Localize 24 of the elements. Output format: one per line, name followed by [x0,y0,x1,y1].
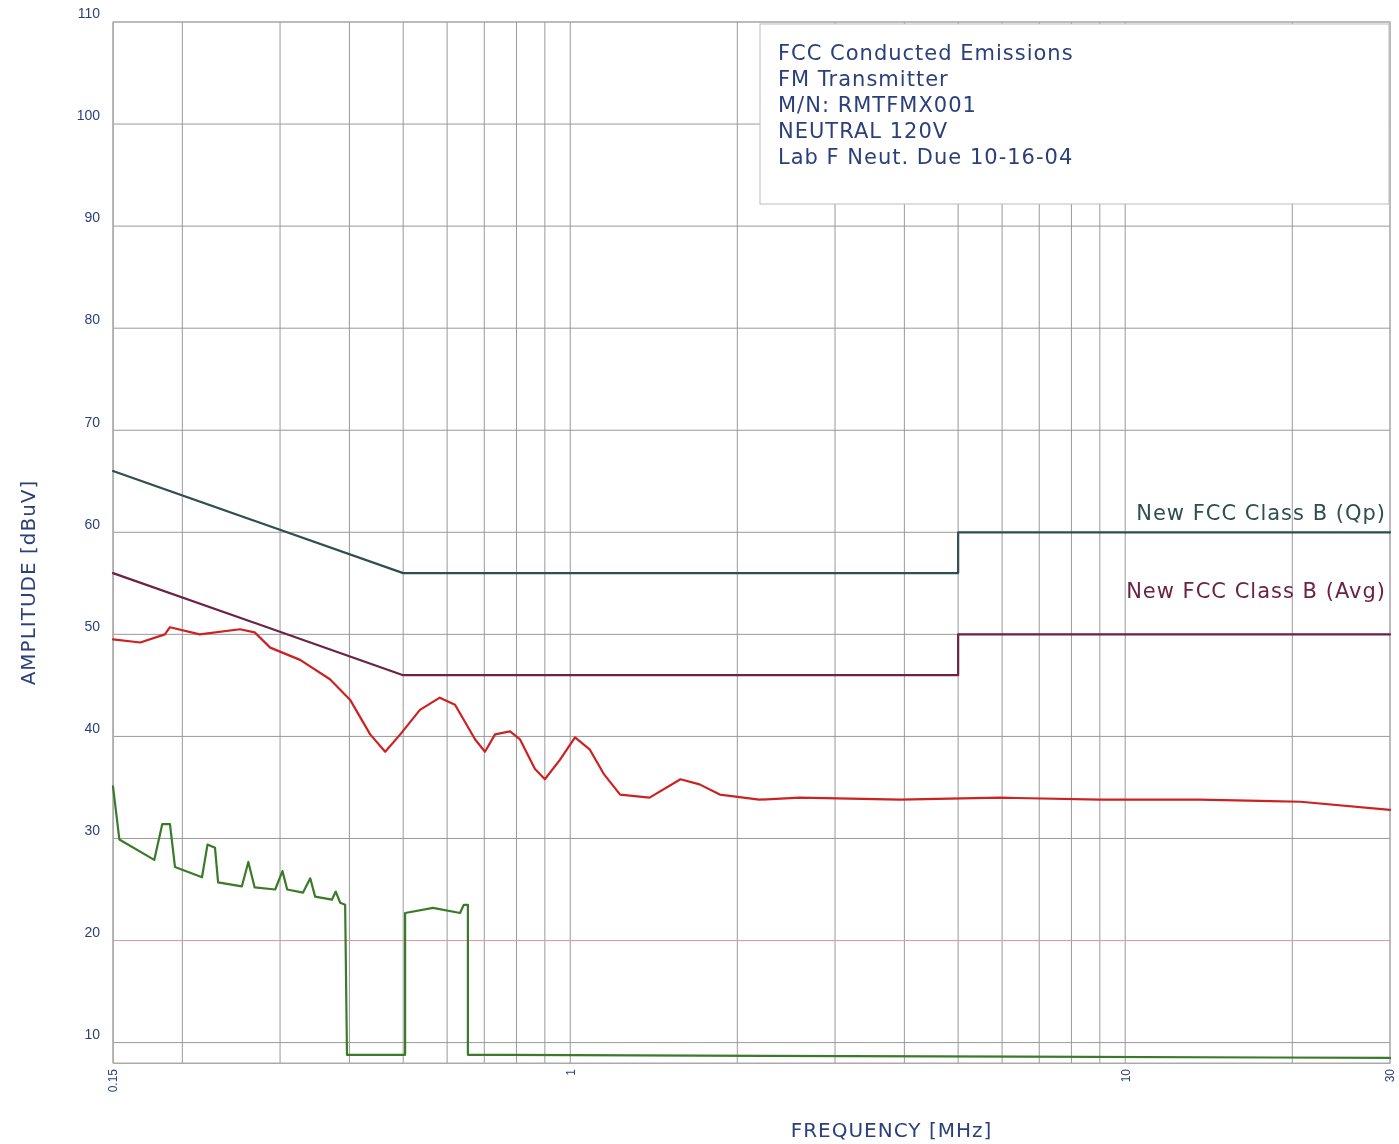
x-tick-label: 30 [1383,1068,1398,1083]
series-label: New FCC Class B (Avg) [1126,579,1386,604]
y-tick-label: 50 [84,617,101,634]
y-tick-label: 40 [84,719,101,736]
x-tick-label: 0.15 [106,1068,121,1093]
annotation: NEUTRAL 120V [778,119,949,143]
annotation: Lab F Neut. Due 10-16-04 [778,145,1074,169]
y-tick-label: 110 [77,5,101,22]
y-tick-label: 10 [84,1025,101,1042]
y-tick-label: 80 [84,311,101,328]
y-tick-label: 90 [84,209,101,226]
y-axis-title: AMPLITUDE [dBuV] [16,479,40,686]
annotation: FM Transmitter [778,67,949,91]
x-tick-label: 1 [563,1068,578,1076]
annotation: FCC Conducted Emissions [778,41,1074,65]
y-tick-label: 70 [84,413,101,430]
series-label: New FCC Class B (Qp) [1136,501,1386,526]
y-tick-label: 20 [84,923,101,940]
y-tick-label: 100 [76,107,101,124]
y-tick-label: 30 [84,821,101,838]
annotation: M/N: RMTFMX001 [778,93,977,117]
y-tick-label: 60 [84,515,101,532]
x-axis-title: FREQUENCY [MHz] [790,1118,993,1142]
x-tick-label: 10 [1118,1068,1133,1083]
